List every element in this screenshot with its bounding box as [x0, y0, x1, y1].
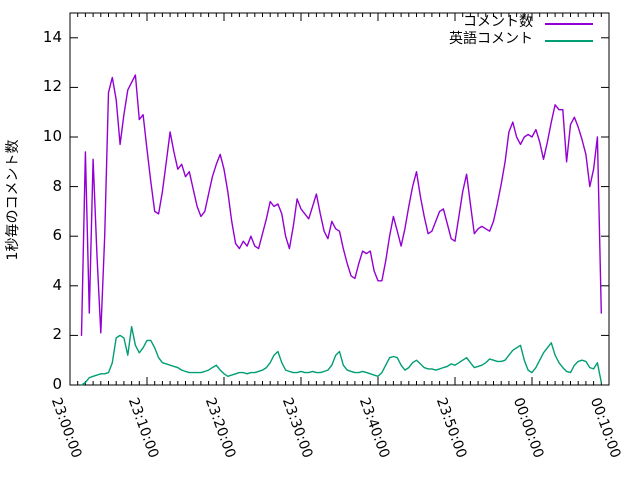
legend: コメント数 英語コメント	[0, 0, 640, 60]
y-tick-label: 0	[52, 375, 62, 393]
legend-line-sample-english-comments	[545, 40, 593, 42]
series-line-0	[80, 74, 602, 337]
legend-label-comments: コメント数	[463, 14, 533, 30]
y-tick-label: 12	[42, 77, 62, 96]
y-tick-label: 2	[52, 325, 62, 344]
series-line-1	[80, 326, 602, 386]
legend-line-sample-comments	[545, 23, 593, 25]
y-tick-label: 6	[52, 226, 62, 245]
legend-label-english-comments: 英語コメント	[449, 31, 533, 47]
y-tick-label: 4	[52, 275, 62, 294]
y-tick-label: 8	[52, 176, 62, 195]
plot-border	[69, 12, 610, 386]
y-tick-label: 14	[42, 27, 62, 46]
y-tick-label: 10	[42, 127, 62, 145]
